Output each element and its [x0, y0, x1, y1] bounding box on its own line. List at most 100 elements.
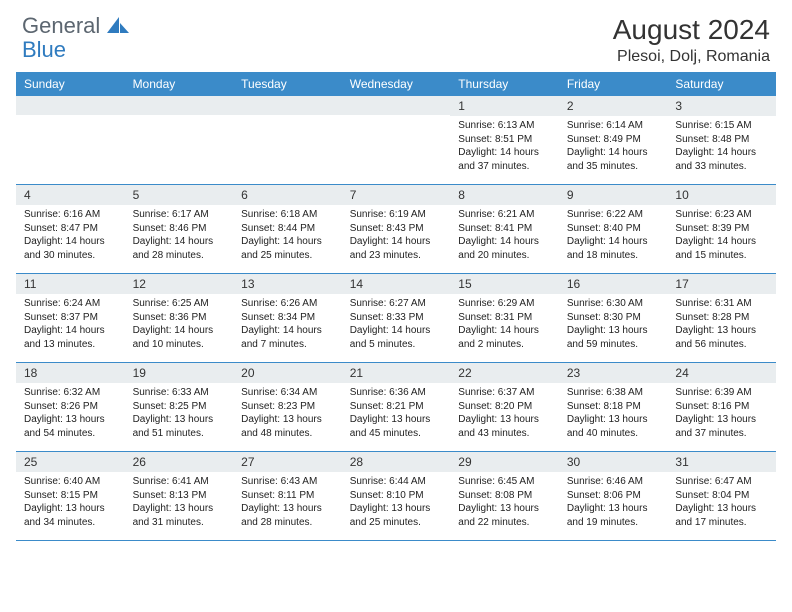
day-body: Sunrise: 6:33 AMSunset: 8:25 PMDaylight:…	[125, 383, 234, 445]
sunset-text: Sunset: 8:51 PM	[458, 133, 551, 147]
day-number: 30	[559, 452, 668, 472]
sunrise-text: Sunrise: 6:17 AM	[133, 208, 226, 222]
daylight-text: Daylight: 13 hours and 25 minutes.	[350, 502, 443, 529]
day-number: 1	[450, 96, 559, 116]
sunrise-text: Sunrise: 6:33 AM	[133, 386, 226, 400]
day-body: Sunrise: 6:25 AMSunset: 8:36 PMDaylight:…	[125, 294, 234, 356]
sunrise-text: Sunrise: 6:26 AM	[241, 297, 334, 311]
day-body: Sunrise: 6:47 AMSunset: 8:04 PMDaylight:…	[667, 472, 776, 534]
day-cell: 14Sunrise: 6:27 AMSunset: 8:33 PMDayligh…	[342, 274, 451, 362]
day-body: Sunrise: 6:14 AMSunset: 8:49 PMDaylight:…	[559, 116, 668, 178]
daylight-text: Daylight: 13 hours and 40 minutes.	[567, 413, 660, 440]
sunrise-text: Sunrise: 6:22 AM	[567, 208, 660, 222]
daylight-text: Daylight: 13 hours and 28 minutes.	[241, 502, 334, 529]
day-number: 27	[233, 452, 342, 472]
daylight-text: Daylight: 14 hours and 5 minutes.	[350, 324, 443, 351]
sunset-text: Sunset: 8:34 PM	[241, 311, 334, 325]
day-cell: 30Sunrise: 6:46 AMSunset: 8:06 PMDayligh…	[559, 452, 668, 540]
sunset-text: Sunset: 8:47 PM	[24, 222, 117, 236]
day-body: Sunrise: 6:39 AMSunset: 8:16 PMDaylight:…	[667, 383, 776, 445]
sunset-text: Sunset: 8:44 PM	[241, 222, 334, 236]
day-cell: 5Sunrise: 6:17 AMSunset: 8:46 PMDaylight…	[125, 185, 234, 273]
sunrise-text: Sunrise: 6:14 AM	[567, 119, 660, 133]
daylight-text: Daylight: 13 hours and 43 minutes.	[458, 413, 551, 440]
sunset-text: Sunset: 8:11 PM	[241, 489, 334, 503]
day-cell: 15Sunrise: 6:29 AMSunset: 8:31 PMDayligh…	[450, 274, 559, 362]
day-body: Sunrise: 6:27 AMSunset: 8:33 PMDaylight:…	[342, 294, 451, 356]
day-body: Sunrise: 6:17 AMSunset: 8:46 PMDaylight:…	[125, 205, 234, 267]
day-cell: 25Sunrise: 6:40 AMSunset: 8:15 PMDayligh…	[16, 452, 125, 540]
day-cell	[125, 96, 234, 184]
day-cell: 22Sunrise: 6:37 AMSunset: 8:20 PMDayligh…	[450, 363, 559, 451]
daylight-text: Daylight: 13 hours and 54 minutes.	[24, 413, 117, 440]
day-number: 21	[342, 363, 451, 383]
sunrise-text: Sunrise: 6:21 AM	[458, 208, 551, 222]
sunset-text: Sunset: 8:16 PM	[675, 400, 768, 414]
day-number: 6	[233, 185, 342, 205]
sunrise-text: Sunrise: 6:46 AM	[567, 475, 660, 489]
sunset-text: Sunset: 8:20 PM	[458, 400, 551, 414]
dow-sat: Saturday	[667, 72, 776, 96]
sunset-text: Sunset: 8:08 PM	[458, 489, 551, 503]
day-number: 22	[450, 363, 559, 383]
day-number: 3	[667, 96, 776, 116]
day-cell: 18Sunrise: 6:32 AMSunset: 8:26 PMDayligh…	[16, 363, 125, 451]
daylight-text: Daylight: 14 hours and 18 minutes.	[567, 235, 660, 262]
sunrise-text: Sunrise: 6:36 AM	[350, 386, 443, 400]
sunset-text: Sunset: 8:43 PM	[350, 222, 443, 236]
dow-row: Sunday Monday Tuesday Wednesday Thursday…	[16, 72, 776, 96]
sunrise-text: Sunrise: 6:30 AM	[567, 297, 660, 311]
day-cell: 20Sunrise: 6:34 AMSunset: 8:23 PMDayligh…	[233, 363, 342, 451]
day-cell: 10Sunrise: 6:23 AMSunset: 8:39 PMDayligh…	[667, 185, 776, 273]
sunset-text: Sunset: 8:33 PM	[350, 311, 443, 325]
day-cell: 26Sunrise: 6:41 AMSunset: 8:13 PMDayligh…	[125, 452, 234, 540]
day-cell: 12Sunrise: 6:25 AMSunset: 8:36 PMDayligh…	[125, 274, 234, 362]
daylight-text: Daylight: 13 hours and 22 minutes.	[458, 502, 551, 529]
dow-tue: Tuesday	[233, 72, 342, 96]
daylight-text: Daylight: 14 hours and 15 minutes.	[675, 235, 768, 262]
daylight-text: Daylight: 14 hours and 25 minutes.	[241, 235, 334, 262]
daylight-text: Daylight: 14 hours and 28 minutes.	[133, 235, 226, 262]
daylight-text: Daylight: 14 hours and 7 minutes.	[241, 324, 334, 351]
sunset-text: Sunset: 8:46 PM	[133, 222, 226, 236]
daylight-text: Daylight: 14 hours and 10 minutes.	[133, 324, 226, 351]
day-body: Sunrise: 6:32 AMSunset: 8:26 PMDaylight:…	[16, 383, 125, 445]
sunset-text: Sunset: 8:10 PM	[350, 489, 443, 503]
sunrise-text: Sunrise: 6:13 AM	[458, 119, 551, 133]
day-body: Sunrise: 6:15 AMSunset: 8:48 PMDaylight:…	[667, 116, 776, 178]
daylight-text: Daylight: 14 hours and 33 minutes.	[675, 146, 768, 173]
sunset-text: Sunset: 8:15 PM	[24, 489, 117, 503]
day-cell: 21Sunrise: 6:36 AMSunset: 8:21 PMDayligh…	[342, 363, 451, 451]
calendar-page: General Blue August 2024 Plesoi, Dolj, R…	[0, 0, 792, 551]
daylight-text: Daylight: 14 hours and 35 minutes.	[567, 146, 660, 173]
day-number: 4	[16, 185, 125, 205]
sunrise-text: Sunrise: 6:40 AM	[24, 475, 117, 489]
day-number	[342, 96, 451, 115]
day-number: 7	[342, 185, 451, 205]
day-body: Sunrise: 6:30 AMSunset: 8:30 PMDaylight:…	[559, 294, 668, 356]
day-number	[16, 96, 125, 115]
day-body: Sunrise: 6:43 AMSunset: 8:11 PMDaylight:…	[233, 472, 342, 534]
sunrise-text: Sunrise: 6:15 AM	[675, 119, 768, 133]
day-number: 2	[559, 96, 668, 116]
sunrise-text: Sunrise: 6:19 AM	[350, 208, 443, 222]
day-body: Sunrise: 6:29 AMSunset: 8:31 PMDaylight:…	[450, 294, 559, 356]
day-cell: 3Sunrise: 6:15 AMSunset: 8:48 PMDaylight…	[667, 96, 776, 184]
day-number: 9	[559, 185, 668, 205]
day-cell: 29Sunrise: 6:45 AMSunset: 8:08 PMDayligh…	[450, 452, 559, 540]
location: Plesoi, Dolj, Romania	[613, 48, 770, 66]
sunset-text: Sunset: 8:31 PM	[458, 311, 551, 325]
day-cell: 7Sunrise: 6:19 AMSunset: 8:43 PMDaylight…	[342, 185, 451, 273]
day-number: 5	[125, 185, 234, 205]
day-number: 12	[125, 274, 234, 294]
day-number: 10	[667, 185, 776, 205]
sunrise-text: Sunrise: 6:32 AM	[24, 386, 117, 400]
daylight-text: Daylight: 14 hours and 30 minutes.	[24, 235, 117, 262]
daylight-text: Daylight: 13 hours and 51 minutes.	[133, 413, 226, 440]
daylight-text: Daylight: 13 hours and 19 minutes.	[567, 502, 660, 529]
day-number: 11	[16, 274, 125, 294]
day-cell: 27Sunrise: 6:43 AMSunset: 8:11 PMDayligh…	[233, 452, 342, 540]
day-cell: 31Sunrise: 6:47 AMSunset: 8:04 PMDayligh…	[667, 452, 776, 540]
daylight-text: Daylight: 13 hours and 17 minutes.	[675, 502, 768, 529]
sunset-text: Sunset: 8:28 PM	[675, 311, 768, 325]
